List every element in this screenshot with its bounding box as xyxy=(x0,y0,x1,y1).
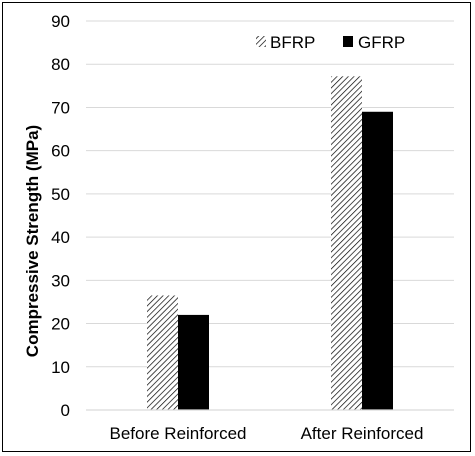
x-tick-label: Before Reinforced xyxy=(109,424,246,443)
axes: 0 10 20 30 40 50 60 70 80 90 Before Reinforced Afte… xyxy=(51,12,454,443)
y-tick-label: 50 xyxy=(51,185,70,204)
legend: BFRP GFRP xyxy=(256,33,405,52)
y-tick-label: 70 xyxy=(51,98,70,117)
bar-gfrp-before-reinforced xyxy=(178,314,209,410)
bar-gfrp-after-reinforced xyxy=(362,111,393,411)
legend-swatch-bfrp xyxy=(256,36,266,47)
y-tick-label: 90 xyxy=(51,12,70,31)
x-tick-label: After Reinforced xyxy=(301,424,424,443)
bar-bfrp-before-reinforced xyxy=(147,295,178,410)
y-tick-label: 40 xyxy=(51,228,70,247)
y-tick-label: 60 xyxy=(51,142,70,161)
legend-swatch-gfrp xyxy=(343,36,353,47)
y-tick-label: 30 xyxy=(51,271,70,290)
legend-label-gfrp: GFRP xyxy=(358,33,405,52)
y-tick-label: 20 xyxy=(51,315,70,334)
y-tick-label: 80 xyxy=(51,55,70,74)
y-tick-label: 10 xyxy=(51,358,70,377)
gridlines xyxy=(86,20,454,368)
legend-label-bfrp: BFRP xyxy=(270,33,315,52)
y-axis-title: Compressive Strength (MPa) xyxy=(23,125,42,357)
bars xyxy=(147,76,393,411)
bar-bfrp-after-reinforced xyxy=(331,76,362,410)
y-tick-label: 0 xyxy=(61,401,70,420)
